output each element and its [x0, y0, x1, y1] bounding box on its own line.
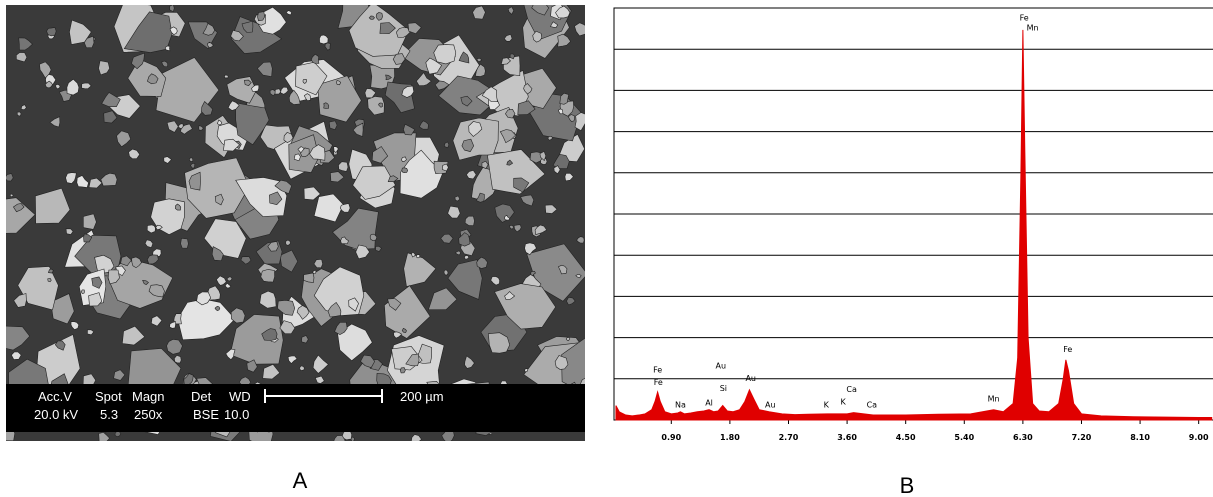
- peak-label: Fe: [1020, 13, 1029, 22]
- particle: [525, 369, 528, 372]
- info-value: 20.0 kV: [34, 407, 78, 422]
- info-header: Det: [191, 389, 212, 404]
- peak-label: Au: [745, 374, 756, 383]
- info-value: BSE: [193, 407, 219, 422]
- panel-label: A: [293, 468, 308, 493]
- x-tick-label: 3.60: [837, 433, 857, 442]
- particle: [47, 27, 57, 36]
- particle: [165, 46, 170, 51]
- peak-label: Si: [720, 384, 727, 393]
- particle: [261, 269, 275, 282]
- particle: [224, 75, 228, 78]
- particle: [181, 238, 189, 248]
- info-bar-background: [6, 384, 585, 432]
- x-tick-label: 7.20: [1072, 433, 1092, 442]
- x-tick-label: 9.00: [1189, 433, 1209, 442]
- info-value: 5.3: [100, 407, 118, 422]
- peak-label: Na: [675, 401, 686, 410]
- particle: [294, 154, 300, 161]
- peak-label: Mn: [988, 394, 1000, 403]
- info-header: Magn: [132, 389, 165, 404]
- peak-label: Au: [716, 362, 727, 371]
- particle: [434, 45, 456, 64]
- panel-label: B: [900, 473, 915, 497]
- sem-info-bar: Acc.V Spot Magn Det WD 20.0 kV 5.3 250x …: [6, 384, 585, 432]
- particle: [10, 194, 13, 196]
- x-tick-label: 0.90: [661, 433, 681, 442]
- info-value: 10.0: [224, 407, 249, 422]
- peak-label: K: [824, 401, 830, 410]
- particle: [190, 158, 193, 162]
- peak-label: Ca: [867, 401, 878, 410]
- particle: [416, 255, 419, 258]
- particle: [81, 290, 84, 294]
- peak-label: Mn: [1027, 24, 1039, 33]
- peak-label: Ca: [846, 385, 857, 394]
- x-tick-label: 8.10: [1130, 433, 1150, 442]
- info-value: 250x: [134, 407, 163, 422]
- scale-bar-label: 200 µm: [400, 389, 444, 404]
- x-tick-label: 5.40: [954, 433, 974, 442]
- info-header: Acc.V: [38, 389, 72, 404]
- peak-label: Fe: [653, 366, 662, 375]
- particle: [339, 162, 349, 172]
- spectrum-plot: 0.90 1.80 2.70 3.60 4.50 5.40 6.30 7.20 8.10 9.00…: [614, 8, 1213, 442]
- x-tick-label: 4.50: [896, 433, 916, 442]
- peak-label: K: [841, 397, 847, 406]
- peak-label: Fe: [1063, 345, 1072, 354]
- particle: [48, 278, 52, 282]
- particle: [304, 273, 314, 283]
- particle: [402, 168, 408, 173]
- particle: [329, 121, 337, 130]
- info-header: Spot: [95, 389, 122, 404]
- particle: [575, 113, 587, 131]
- particle: [464, 256, 468, 260]
- peak-label: Fe: [654, 378, 663, 387]
- peak-label: Al: [705, 399, 713, 408]
- x-tick-label: 1.80: [720, 433, 740, 442]
- sem-image: [0, 0, 612, 445]
- x-tick-label: 6.30: [1013, 433, 1033, 442]
- info-header: WD: [229, 389, 251, 404]
- particle: [83, 214, 96, 230]
- figure: Acc.V Spot Magn Det WD 20.0 kV 5.3 250x …: [0, 0, 1213, 497]
- x-tick-label: 2.70: [779, 433, 799, 442]
- peak-label: Au: [765, 401, 776, 410]
- particle: [400, 368, 405, 373]
- particle: [17, 112, 21, 116]
